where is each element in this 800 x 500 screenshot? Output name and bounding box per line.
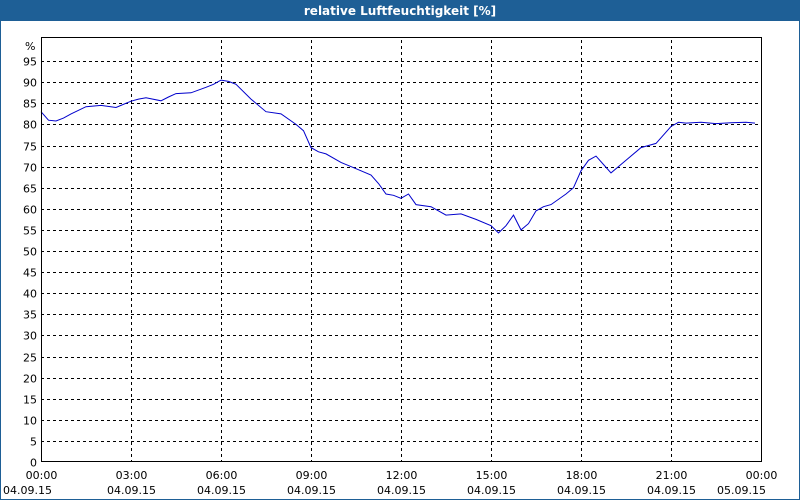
y-axis-ticks: 0 5 10 15 20 25 30 35 40 45 50 55 60 65 70 75 80 85 90 95 <box>23 56 37 470</box>
x-tick-date: 04.09.15 <box>287 484 336 497</box>
y-axis-label: % <box>25 40 35 53</box>
y-tick-label: 35 <box>23 309 37 322</box>
grid-lines <box>41 40 761 462</box>
plot-area-border <box>41 37 762 462</box>
x-tick-date: 05.09.15 <box>717 484 766 497</box>
y-tick-label: 50 <box>23 246 37 259</box>
y-tick-label: 60 <box>23 204 37 217</box>
series-line-humidity <box>40 79 756 234</box>
y-tick-label: 40 <box>23 288 37 301</box>
y-tick-label: 10 <box>23 415 37 428</box>
y-tick-label: 80 <box>23 119 37 132</box>
x-tick-date: 04.09.15 <box>3 484 52 497</box>
x-tick-date: 04.09.15 <box>107 484 156 497</box>
y-tick-label: 5 <box>30 436 37 449</box>
x-tick-time: 18:00 <box>566 469 598 482</box>
x-tick-date: 04.09.15 <box>467 484 516 497</box>
y-tick-label: 70 <box>23 162 37 175</box>
x-tick-time: 00:00 <box>26 469 58 482</box>
y-tick-label: 65 <box>23 183 37 196</box>
y-tick-label: 85 <box>23 98 37 111</box>
x-tick-date: 04.09.15 <box>647 484 696 497</box>
y-tick-label: 15 <box>23 394 37 407</box>
y-tick-label: 95 <box>23 56 37 69</box>
x-tick-time: 21:00 <box>656 469 688 482</box>
y-tick-label: 20 <box>23 373 37 386</box>
x-tick-date: 04.09.15 <box>557 484 606 497</box>
y-tick-label: 0 <box>30 457 37 470</box>
y-tick-label: 30 <box>23 330 37 343</box>
x-tick-date: 04.09.15 <box>377 484 426 497</box>
chart-title: relative Luftfeuchtigkeit [%] <box>1 1 799 21</box>
y-tick-label: 25 <box>23 352 37 365</box>
y-tick-label: 55 <box>23 225 37 238</box>
y-tick-label: 45 <box>23 267 37 280</box>
x-tick-time: 03:00 <box>116 469 148 482</box>
y-tick-label: 90 <box>23 77 37 90</box>
x-axis-ticks: 00:00 04.09.15 03:00 04.09.15 06:00 04.09.15 0… <box>3 469 777 497</box>
x-tick-time: 00:00 <box>746 469 778 482</box>
y-tick-label: 75 <box>23 141 37 154</box>
x-tick-time: 15:00 <box>476 469 508 482</box>
x-tick-time: 09:00 <box>296 469 328 482</box>
x-tick-date: 04.09.15 <box>197 484 246 497</box>
x-tick-time: 06:00 <box>206 469 238 482</box>
x-tick-time: 12:00 <box>386 469 418 482</box>
